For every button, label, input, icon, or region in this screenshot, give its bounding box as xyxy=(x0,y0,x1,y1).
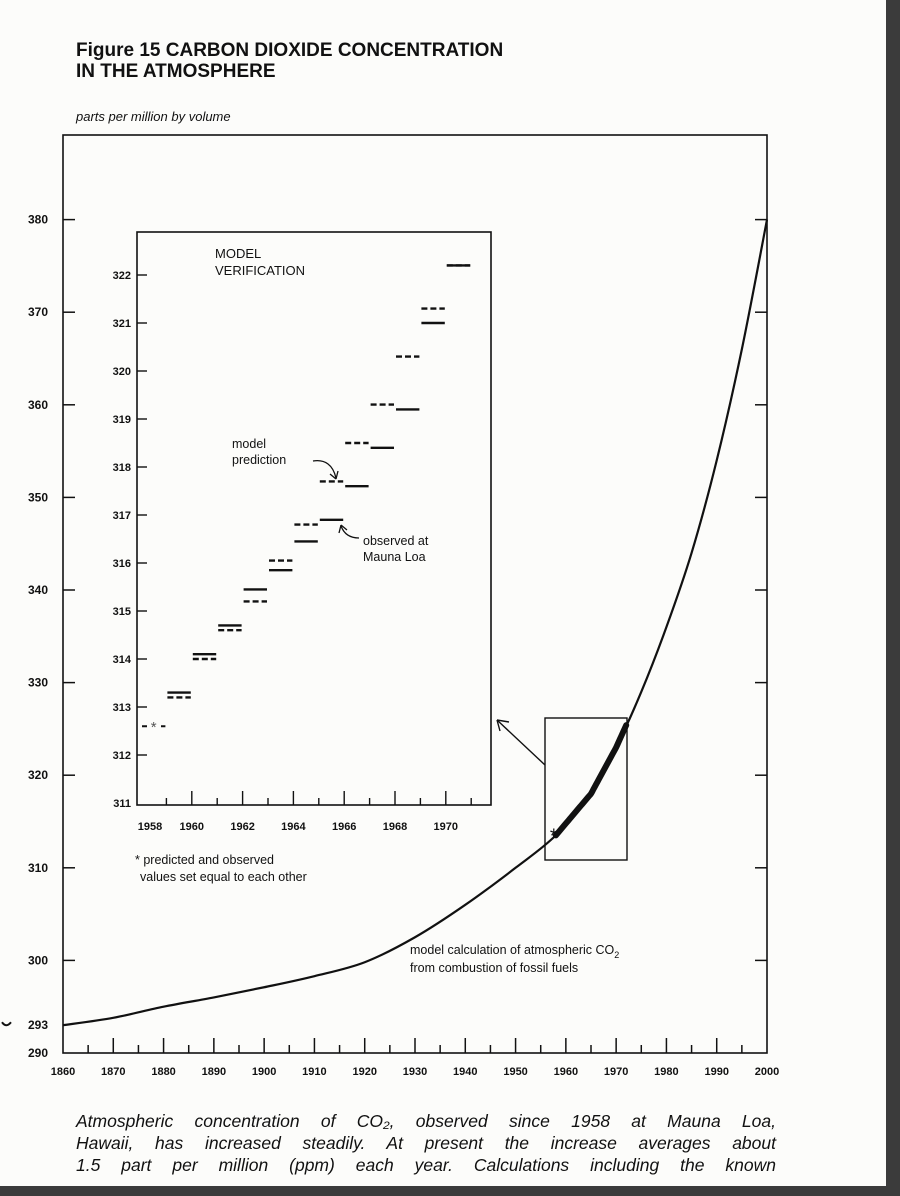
figure-subtitle: parts per million by volume xyxy=(76,109,231,124)
caption-line: 1.5 part per million (ppm) each year. Ca… xyxy=(76,1155,776,1175)
y-tick-label: 370 xyxy=(28,305,48,319)
inset-y-tick-label: 322 xyxy=(113,270,131,282)
inset-x-tick-label: 1968 xyxy=(383,821,407,833)
observed-segment-highlight xyxy=(552,722,630,839)
inset-x-tick-label: 1964 xyxy=(281,821,306,833)
y-tick-label: 360 xyxy=(28,398,48,412)
x-tick-label: 1910 xyxy=(302,1066,326,1078)
figure-title-line2: IN THE ATMOSPHERE xyxy=(76,61,276,82)
x-tick-label: 1880 xyxy=(151,1066,175,1078)
inset-y-tick-label: 314 xyxy=(113,654,132,666)
y-tick-label: 290 xyxy=(28,1046,48,1060)
x-tick-label: 1870 xyxy=(101,1066,125,1078)
inset-title-line2: VERIFICATION xyxy=(215,263,305,278)
curve-label-line1: model calculation of atmospheric CO2 xyxy=(410,943,619,960)
y-tick-label: 310 xyxy=(28,861,48,875)
inset-y-tick-label: 315 xyxy=(113,606,131,618)
x-tick-label: 1860 xyxy=(51,1066,75,1078)
footnote-line2: values set equal to each other xyxy=(140,870,307,884)
x-tick-label: 1970 xyxy=(604,1066,628,1078)
x-tick-label: 1980 xyxy=(654,1066,678,1078)
observed-label-line1: observed at xyxy=(363,534,429,548)
x-tick-label: 1930 xyxy=(403,1066,427,1078)
inset-star-marker: * xyxy=(151,719,157,736)
inset-frame xyxy=(136,231,492,806)
arrow-head-icon xyxy=(496,719,510,732)
y-tick-label: 330 xyxy=(28,676,48,690)
x-tick-label: 1920 xyxy=(352,1066,376,1078)
page-edge-bottom xyxy=(0,1186,900,1196)
inset-x-tick-label: 1960 xyxy=(180,821,204,833)
arrow-head-icon xyxy=(329,470,339,480)
inset-y-tick-label: 320 xyxy=(113,366,131,378)
inset-y-tick-label: 317 xyxy=(113,510,131,522)
inset-y-tick-label: 313 xyxy=(113,702,131,714)
prediction-arrow xyxy=(312,459,337,479)
prediction-label-line1: model xyxy=(232,437,266,451)
y-tick-label: 380 xyxy=(28,213,48,227)
y-tick-label: 320 xyxy=(28,768,48,782)
x-tick-label: 1940 xyxy=(453,1066,477,1078)
curve-label-line2: from combustion of fossil fuels xyxy=(410,961,578,975)
model-curve-line xyxy=(62,219,769,1027)
inset-x-tick-label: 1966 xyxy=(332,821,356,833)
curve-label-subscript: 2 xyxy=(614,950,619,960)
observed-label-line2: Mauna Loa xyxy=(363,550,426,564)
footnote-line1: * predicted and observed xyxy=(135,853,274,867)
y-tick-label: 350 xyxy=(28,490,48,504)
star-marker: * xyxy=(550,825,558,847)
inset-y-tick-label: 311 xyxy=(113,798,131,810)
arrow-head-icon xyxy=(338,524,348,534)
zoom-arrow-line xyxy=(496,719,546,766)
figure-caption: Atmospheric concentration of CO₂, observ… xyxy=(76,1110,776,1176)
y-tick-label: 340 xyxy=(28,583,48,597)
inset-x-tick-label: 1970 xyxy=(434,821,458,833)
x-tick-label: 1950 xyxy=(503,1066,527,1078)
x-tick-label: 1900 xyxy=(252,1066,276,1078)
inset-y-tick-label: 319 xyxy=(113,414,131,426)
figure-title: Figure 15 CARBON DIOXIDE CONCENTRATION I… xyxy=(76,40,503,82)
inset-x-tick-label: 1962 xyxy=(230,821,254,833)
cut-mark-icon xyxy=(1,1021,12,1027)
x-tick-label: 1960 xyxy=(554,1066,578,1078)
inset-y-tick-label: 316 xyxy=(113,558,131,570)
inset-title-line1: MODEL xyxy=(215,246,261,261)
caption-line: Hawaii, has increased steadily. At prese… xyxy=(76,1133,776,1153)
prediction-label-line2: prediction xyxy=(232,453,286,467)
inset-y-tick-label: 321 xyxy=(113,318,131,330)
x-tick-label: 2000 xyxy=(755,1066,779,1078)
zoom-region-box xyxy=(544,717,628,861)
x-tick-label: 1990 xyxy=(704,1066,728,1078)
page-edge-right xyxy=(886,0,900,1196)
observed-arrow xyxy=(340,525,360,539)
inset-y-tick-label: 318 xyxy=(113,462,131,474)
y-tick-label: 300 xyxy=(28,953,48,967)
x-tick-label: 1890 xyxy=(202,1066,226,1078)
caption-line: Atmospheric concentration of CO₂, observ… xyxy=(76,1111,776,1131)
inset-y-tick-label: 312 xyxy=(113,750,131,762)
inset-x-tick-label: 1958 xyxy=(138,821,162,833)
figure-title-line1: Figure 15 CARBON DIOXIDE CONCENTRATION xyxy=(76,40,504,61)
y-tick-label-293: 293 xyxy=(28,1018,48,1032)
